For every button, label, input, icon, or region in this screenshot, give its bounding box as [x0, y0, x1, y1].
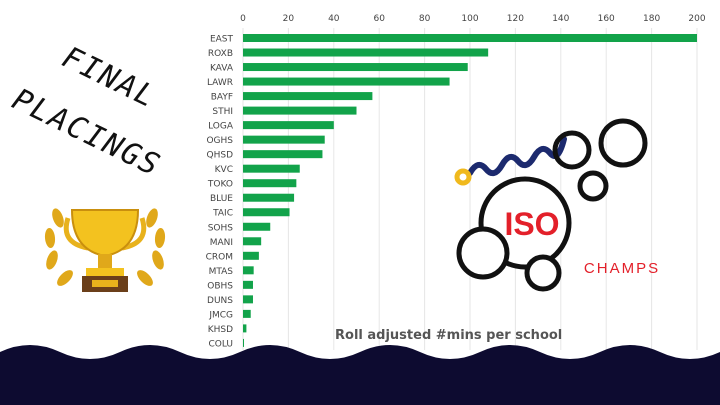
category-label: CROM — [206, 252, 233, 262]
category-label: TOKO — [207, 180, 233, 190]
logo-iso-text: ISO — [504, 206, 559, 242]
category-label: QHSD — [207, 151, 234, 161]
x-axis-label: Roll adjusted #mins per school — [335, 328, 562, 343]
x-tick-label: 120 — [507, 14, 524, 24]
x-tick-label: 160 — [598, 14, 615, 24]
bar-roxb — [243, 48, 489, 57]
x-tick-label: 140 — [552, 14, 569, 24]
category-label: KHSD — [208, 325, 233, 335]
bar-crom — [243, 251, 259, 260]
category-label: LOGA — [208, 122, 234, 132]
category-label: TAIC — [212, 209, 233, 219]
x-tick-label: 40 — [328, 14, 340, 24]
category-label: COLU — [208, 339, 233, 349]
bar-khsd — [243, 324, 247, 333]
bar-sthi — [243, 106, 357, 115]
x-tick-labels: 0 20 40 60 80 100 120 140 160 180 200 — [240, 14, 706, 24]
bar-mani — [243, 237, 262, 246]
category-label: BAYF — [211, 93, 233, 103]
bar-obhs — [243, 280, 253, 289]
category-label: ROXB — [208, 49, 233, 59]
category-label: STHI — [212, 107, 233, 117]
category-label: KAVA — [210, 64, 234, 74]
bar-toko — [243, 179, 297, 188]
category-labels: EAST ROXB KAVA LAWR BAYF STHI LOGA OGHS QHSD KVC T… — [206, 35, 234, 350]
bar-colu — [243, 338, 244, 347]
category-label: OGHS — [206, 136, 233, 146]
category-label: DUNS — [207, 296, 233, 306]
category-label: JMCG — [208, 310, 233, 320]
category-label: KVC — [215, 165, 233, 175]
bar-duns — [243, 295, 253, 304]
x-tick-label: 180 — [643, 14, 660, 24]
bar-kvc — [243, 164, 300, 173]
x-tick-label: 0 — [240, 14, 246, 24]
category-label: LAWR — [207, 78, 233, 88]
x-tick-label: 100 — [461, 14, 478, 24]
category-label: MTAS — [209, 267, 234, 277]
bar-blue — [243, 193, 295, 202]
bar-bayf — [243, 92, 373, 101]
bar-lawr — [243, 77, 450, 86]
bar-loga — [243, 121, 334, 130]
bar-east — [243, 34, 697, 42]
bar-sohs — [243, 222, 271, 231]
category-label: SOHS — [208, 223, 234, 233]
bar-jmcg — [243, 309, 251, 318]
x-tick-label: 80 — [419, 14, 431, 24]
logo-champs-text: CHAMPS — [584, 260, 660, 277]
bar-taic — [243, 208, 290, 217]
bar-mtas — [243, 266, 254, 275]
x-tick-label: 200 — [688, 14, 705, 24]
x-tick-label: 60 — [373, 14, 385, 24]
bottom-wave-banner — [0, 345, 720, 405]
category-label: MANI — [210, 238, 233, 248]
x-tick-label: 20 — [283, 14, 295, 24]
bar-qhsd — [243, 150, 323, 159]
bars — [243, 34, 697, 347]
category-label: BLUE — [210, 194, 233, 204]
category-label: OBHS — [207, 281, 233, 291]
trophy-icon — [44, 208, 166, 292]
iso-champs-logo: ISO CHAMPS — [454, 118, 660, 292]
category-label: EAST — [210, 35, 234, 45]
bar-oghs — [243, 135, 325, 144]
bar-kava — [243, 63, 468, 72]
